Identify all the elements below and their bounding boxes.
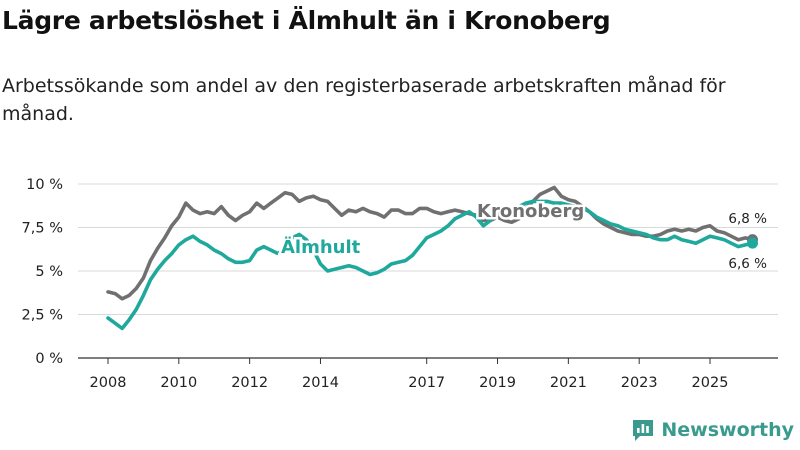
x-tick-label: 2014	[302, 375, 339, 391]
y-tick-label: 5 %	[35, 264, 63, 280]
y-tick-label: 0 %	[35, 351, 63, 367]
end-value-almhult: 6,6 %	[728, 256, 767, 272]
x-tick-label: 2017	[408, 375, 445, 391]
x-tick-label: 2008	[90, 375, 127, 391]
chart-title: Lägre arbetslöshet i Älmhult än i Kronob…	[2, 6, 611, 35]
y-tick-label: 10 %	[26, 177, 63, 193]
y-tick-label: 2,5 %	[22, 308, 63, 324]
x-tick-label: 2019	[479, 375, 516, 391]
x-tick-label: 2025	[692, 375, 729, 391]
x-tick-label: 2010	[160, 375, 197, 391]
x-tick-label: 2021	[550, 375, 587, 391]
newsworthy-logo-icon	[633, 420, 654, 441]
y-tick-label: 7,5 %	[22, 221, 63, 237]
series-endpoint-almhult	[746, 237, 758, 249]
series-label-almhult: Älmhult	[281, 236, 361, 258]
brand-logo: Newsworthy	[632, 418, 794, 442]
x-tick-label: 2012	[231, 375, 268, 391]
brand-name: Newsworthy	[661, 419, 794, 441]
x-tick-label: 2023	[621, 375, 658, 391]
series-label-kronoberg: Kronoberg	[477, 201, 584, 222]
series-line-almhult	[106, 199, 755, 331]
chart-subtitle: Arbetssökande som andel av den registerb…	[2, 75, 726, 125]
line-chart: 0 % 2,5 % 5 % 7,5 % 10 % 2008 2010 2012 2014 2017…	[22, 177, 778, 391]
end-value-kronoberg: 6,8 %	[728, 211, 767, 227]
